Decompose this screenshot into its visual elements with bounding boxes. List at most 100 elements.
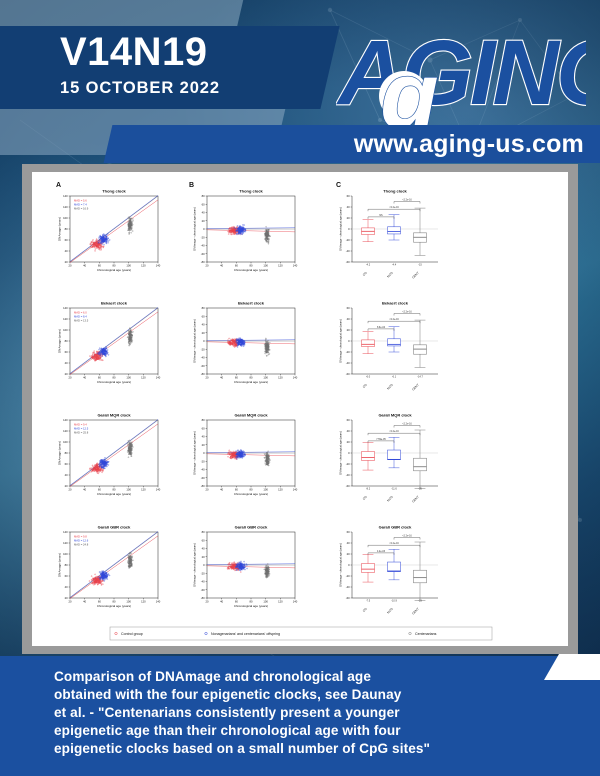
- y-tick-label: 20: [65, 260, 68, 264]
- legend-label: Nonagenarians' and centenarians' offspri…: [211, 632, 280, 636]
- x-tick-label: 40: [220, 600, 223, 604]
- mad-label-cent: MAD = 25.8: [74, 431, 89, 435]
- box-median-label: -4.2: [366, 264, 371, 267]
- x-category-label: NCO: [386, 382, 394, 390]
- box: [413, 344, 427, 355]
- x-category-label: NCO: [386, 606, 394, 614]
- y-tick-label: -40: [201, 468, 205, 472]
- significance-label: <2.2e-16: [402, 311, 412, 314]
- trend-line-nco: [206, 339, 296, 341]
- y-tick-label: 140: [63, 306, 68, 310]
- x-tick-label: 40: [220, 264, 223, 268]
- x-tick-label: 80: [113, 488, 116, 492]
- significance-bracket: [367, 440, 395, 443]
- panel-c-title: Garali GBR clock: [379, 525, 412, 530]
- box-median-label: -6.0: [366, 376, 371, 379]
- y-tick-label: -60: [346, 260, 350, 264]
- scatter-points: [226, 560, 271, 579]
- significance-bracket: [393, 537, 421, 540]
- box-median-label: -8.2: [366, 488, 371, 491]
- panel-c: Bekaert clock -60 -40 -20 0 20 40 60 DNAmage - c…: [339, 301, 438, 391]
- trend-line-nco: [206, 563, 296, 565]
- x-tick-label: 120: [141, 376, 146, 380]
- y-tick-label: 80: [202, 530, 205, 534]
- x-tick-label: 60: [235, 600, 238, 604]
- y-tick-label: 20: [65, 372, 68, 376]
- y-tick-label: 140: [63, 530, 68, 534]
- identity-line: [69, 195, 159, 263]
- y-tick-label: -20: [346, 350, 350, 354]
- panel-b: Garali GBR clock 20 40 60 80 100 120 140 -80 -60 -…: [193, 525, 298, 608]
- mad-label-nco: MAD = 12.5: [74, 427, 89, 431]
- x-tick-label: 120: [278, 488, 283, 492]
- panel-a-ylabel: DNAmage (years): [58, 329, 62, 353]
- x-category-label: CENT: [411, 271, 420, 280]
- scatter-points: [89, 216, 134, 252]
- panel-b-xlabel: Chronological age (years): [234, 492, 268, 496]
- box: [387, 561, 401, 572]
- y-tick-label: 40: [347, 541, 350, 545]
- significance-label: <2.2e-16: [389, 206, 399, 209]
- journal-url[interactable]: www.aging-us.com: [353, 130, 584, 158]
- y-tick-label: 20: [347, 552, 350, 556]
- legend-label: Control group: [121, 632, 143, 636]
- x-tick-label: 100: [126, 600, 131, 604]
- box: [361, 339, 375, 347]
- y-tick-label: 60: [347, 194, 350, 198]
- figure-row: Bekaert clock202040406060808010010012012…: [58, 301, 438, 391]
- x-tick-label: 100: [263, 600, 268, 604]
- panel-b-ylabel: DNAmage - chronological age (years): [193, 319, 197, 363]
- significance-label: <2.2e-16: [389, 318, 399, 321]
- fit-line-nco: [69, 419, 159, 486]
- x-tick-label: 20: [206, 376, 209, 380]
- y-tick-label: 80: [65, 451, 68, 455]
- y-tick-label: -40: [201, 244, 205, 248]
- panel-a-xlabel: Chronological age (years): [97, 380, 131, 384]
- y-tick-label: 40: [347, 205, 350, 209]
- box: [413, 569, 427, 584]
- y-tick-label: -60: [201, 588, 205, 592]
- svg-text:AGING: AGING: [336, 22, 586, 124]
- y-tick-label: 120: [63, 429, 68, 433]
- y-tick-label: -40: [201, 580, 205, 584]
- x-tick-label: 40: [220, 376, 223, 380]
- y-tick-label: -40: [346, 361, 350, 365]
- panel-b-xlabel: Chronological age (years): [234, 604, 268, 608]
- x-tick-label: 20: [69, 264, 72, 268]
- panel-b-title: Thong clock: [239, 189, 263, 194]
- y-tick-label: -60: [201, 476, 205, 480]
- x-tick-label: 20: [206, 488, 209, 492]
- y-tick-label: -20: [346, 574, 350, 578]
- y-tick-label: -20: [201, 235, 205, 239]
- y-tick-label: -60: [346, 596, 350, 600]
- header-accent-strip-top: [0, 0, 244, 28]
- y-tick-label: 20: [65, 596, 68, 600]
- panel-c: Garali GBR clock -60 -40 -20 0 20 40 60 DNAmage …: [339, 525, 438, 615]
- caption-line-2: obtained with the four epigenetic clocks…: [54, 687, 402, 703]
- x-tick-label: 140: [293, 600, 298, 604]
- significance-bracket: [367, 552, 395, 555]
- box-median-label: -23: [418, 600, 422, 603]
- x-tick-label: 80: [113, 376, 116, 380]
- y-tick-label: 40: [65, 361, 68, 365]
- box: [387, 338, 401, 347]
- panel-a-ylabel: DNAmage (years): [58, 441, 62, 465]
- y-tick-label: -20: [346, 462, 350, 466]
- box: [387, 449, 401, 460]
- caption-line-4: epigenetic age than their chronological …: [54, 723, 401, 739]
- mad-label-cg: MAD = 9.8: [74, 535, 87, 539]
- y-tick-label: 60: [65, 238, 68, 242]
- x-tick-label: 20: [69, 600, 72, 604]
- x-tick-label: 60: [98, 264, 101, 268]
- panel-a-xlabel: Chronological age (years): [97, 604, 131, 608]
- trend-line-nco: [206, 227, 296, 229]
- box: [413, 457, 427, 472]
- y-tick-label: 40: [347, 429, 350, 433]
- x-tick-label: 120: [278, 264, 283, 268]
- x-tick-label: 120: [141, 600, 146, 604]
- y-tick-label: 60: [65, 462, 68, 466]
- y-tick-label: 80: [65, 339, 68, 343]
